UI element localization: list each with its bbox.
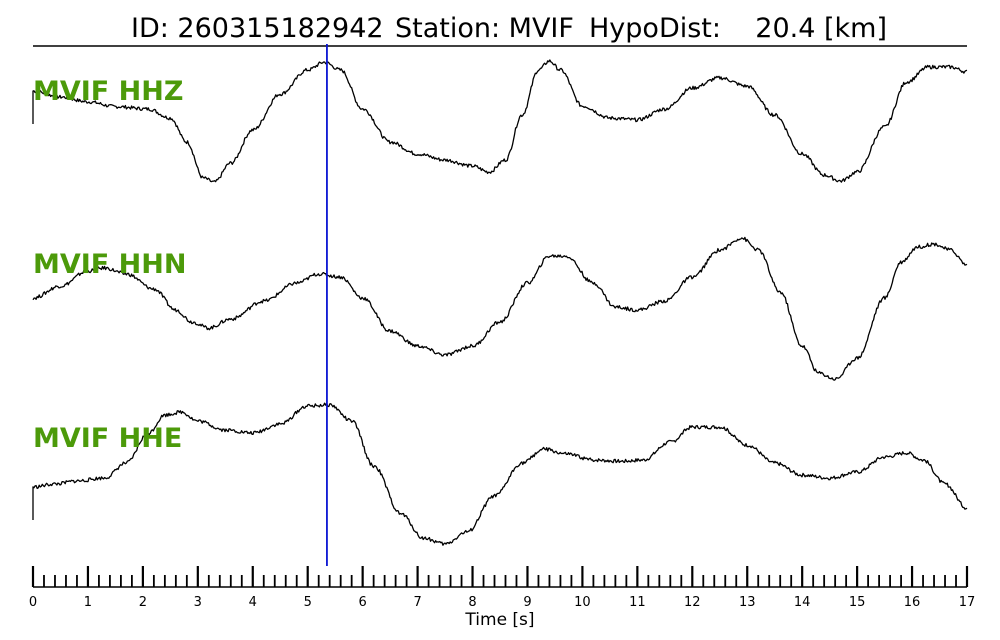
- hypodist-text: HypoDist: 20.4 [km]: [589, 13, 887, 44]
- tick-label: 1: [84, 595, 92, 610]
- tick-label: 16: [904, 595, 921, 610]
- figure-title: ID: 260315182942 Station: MVIF HypoDist:…: [131, 13, 887, 44]
- x-axis-label: Time [s]: [464, 610, 534, 630]
- tick-label: 0: [29, 595, 37, 610]
- tick-label: 11: [629, 595, 646, 610]
- trace-label: MVIF HHN: [33, 249, 186, 280]
- trace-label-group: MVIF HHZ MVIF HHN MVIF HHE: [33, 76, 186, 454]
- tick-label: 6: [359, 595, 367, 610]
- trace-label: MVIF HHE: [33, 423, 182, 454]
- station-text: Station: MVIF: [395, 13, 574, 44]
- tick-label: 12: [684, 595, 701, 610]
- trace-mvif-hhz: [32, 59, 968, 183]
- time-axis: 0 1 2 3 4 5 6 7 8 9 10 11 12 13 14 15 16 17: [29, 566, 975, 610]
- trace-mvif-hhn: [32, 236, 968, 381]
- tick-label: 15: [849, 595, 866, 610]
- tick-label: 2: [139, 595, 147, 610]
- tick-label: 9: [523, 595, 531, 610]
- trace-label: MVIF HHZ: [33, 76, 183, 107]
- tick-label: 8: [468, 595, 476, 610]
- tick-label: 17: [959, 595, 976, 610]
- tick-label: 14: [794, 595, 811, 610]
- tick-label: 13: [739, 595, 756, 610]
- tick-label: 5: [304, 595, 312, 610]
- tick-label: 10: [574, 595, 591, 610]
- event-id-text: ID: 260315182942: [131, 13, 384, 44]
- trace-mvif-hhe: [32, 402, 968, 546]
- trace-group: [32, 59, 968, 546]
- tick-label: 4: [249, 595, 257, 610]
- tick-label: 7: [413, 595, 421, 610]
- tick-label: 3: [194, 595, 202, 610]
